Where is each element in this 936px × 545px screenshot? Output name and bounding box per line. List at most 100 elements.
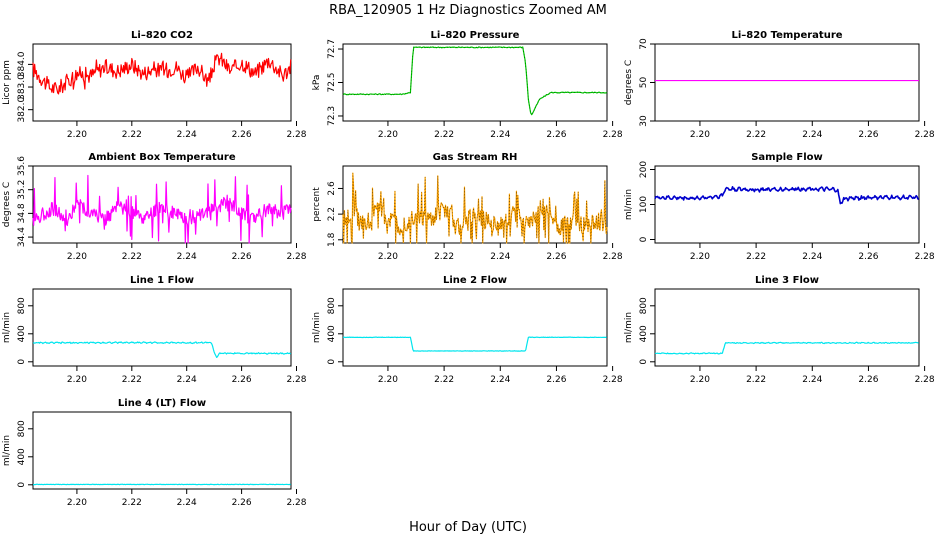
plot-frame [33, 412, 291, 489]
y-axis-label: degrees C [2, 182, 12, 227]
x-tick-label: 2.28 [915, 375, 935, 385]
x-tick-label: 2.22 [746, 252, 766, 262]
y-tick-label: 400 [639, 325, 649, 342]
x-tick-label: 2.26 [546, 252, 566, 262]
x-tick-label: 2.26 [546, 130, 566, 140]
y-tick-label: 100 [639, 196, 649, 213]
y-tick-label: 50 [639, 77, 649, 89]
x-tick-label: 2.24 [802, 252, 822, 262]
x-tick-label: 2.20 [67, 375, 87, 385]
x-tick-label: 2.28 [286, 498, 306, 508]
series-line [33, 53, 291, 94]
x-tick-label: 2.22 [434, 130, 454, 140]
y-tick-label: 0 [17, 359, 27, 365]
panel-title: Li–820 Temperature [731, 30, 842, 41]
y-tick-label: 800 [17, 420, 27, 437]
x-tick-label: 2.26 [858, 252, 878, 262]
series-line [655, 342, 919, 354]
panel-title: Line 2 Flow [443, 275, 507, 286]
series-line [343, 173, 607, 243]
y-tick-label: 1.8 [327, 232, 337, 247]
x-tick-label: 2.22 [122, 498, 142, 508]
x-tick-label: 2.28 [603, 375, 623, 385]
x-tick-label: 2.20 [378, 375, 398, 385]
y-axis-label: ml/min [624, 312, 634, 343]
series-line [343, 337, 607, 351]
series-line [655, 187, 919, 204]
x-tick-label: 2.24 [177, 498, 197, 508]
x-tick-label: 2.26 [858, 130, 878, 140]
y-tick-label: 0 [327, 359, 337, 365]
y-tick-label: 384.0 [17, 51, 27, 77]
x-tick-label: 2.28 [915, 130, 935, 140]
x-tick-label: 2.20 [378, 130, 398, 140]
y-tick-label: 0 [639, 236, 649, 242]
x-tick-label: 2.24 [802, 375, 822, 385]
series-line [343, 47, 607, 115]
x-tick-label: 2.26 [232, 252, 252, 262]
y-axis-label: percent [312, 187, 322, 222]
plot-frame [655, 166, 919, 243]
panel-title: Sample Flow [751, 152, 823, 163]
y-tick-label: 400 [17, 448, 27, 465]
x-tick-label: 2.20 [67, 130, 87, 140]
plot-frame [343, 44, 607, 121]
x-tick-label: 2.26 [232, 375, 252, 385]
panel-title: Li–820 CO2 [131, 30, 193, 41]
y-tick-label: 34.8 [17, 203, 27, 223]
y-axis-label: ml/min [624, 189, 634, 220]
series-dots [343, 47, 607, 115]
x-tick-label: 2.20 [690, 130, 710, 140]
x-tick-label: 2.26 [546, 375, 566, 385]
y-axis-label: Licor ppm [2, 60, 12, 105]
x-tick-label: 2.26 [232, 498, 252, 508]
series-line [33, 175, 291, 243]
x-tick-label: 2.20 [690, 252, 710, 262]
panel-title: Line 3 Flow [755, 275, 819, 286]
panel-6: Sample Flow ml/min 2.20 2.22 2.24 2.26 2.28 0 10… [624, 152, 935, 262]
x-tick-label: 2.28 [915, 252, 935, 262]
x-tick-label: 2.22 [746, 130, 766, 140]
x-tick-label: 2.20 [67, 498, 87, 508]
x-tick-label: 2.26 [858, 375, 878, 385]
panel-title: Line 4 (LT) Flow [118, 398, 206, 409]
panel-title: Line 1 Flow [130, 275, 194, 286]
y-tick-label: 72.3 [327, 106, 337, 126]
plot-frame [33, 289, 291, 366]
x-tick-label: 2.24 [177, 252, 197, 262]
x-tick-label: 2.20 [67, 252, 87, 262]
y-axis-label: ml/min [312, 312, 322, 343]
y-tick-label: 800 [639, 297, 649, 314]
y-axis-label: ml/min [2, 312, 12, 343]
y-tick-label: 2.2 [327, 207, 337, 221]
x-tick-label: 2.22 [122, 252, 142, 262]
x-tick-label: 2.24 [177, 130, 197, 140]
y-tick-label: 800 [327, 297, 337, 314]
y-tick-label: 0 [639, 359, 649, 365]
y-tick-label: 2.6 [327, 181, 337, 196]
x-tick-label: 2.20 [690, 375, 710, 385]
x-tick-label: 2.22 [122, 375, 142, 385]
y-tick-label: 30 [639, 115, 649, 127]
y-tick-label: 35.2 [17, 180, 27, 200]
panel-title: Gas Stream RH [433, 152, 518, 163]
y-tick-label: 400 [327, 325, 337, 342]
x-tick-label: 2.24 [177, 375, 197, 385]
y-tick-label: 70 [639, 38, 649, 50]
x-tick-label: 2.28 [286, 375, 306, 385]
x-tick-label: 2.28 [603, 130, 623, 140]
x-tick-label: 2.28 [286, 130, 306, 140]
x-tick-label: 2.22 [746, 375, 766, 385]
y-axis-label: kPa [312, 75, 322, 91]
panel-title: Li–820 Pressure [431, 30, 520, 41]
x-tick-label: 2.22 [434, 375, 454, 385]
x-tick-label: 2.28 [603, 252, 623, 262]
y-tick-label: 200 [639, 161, 649, 178]
